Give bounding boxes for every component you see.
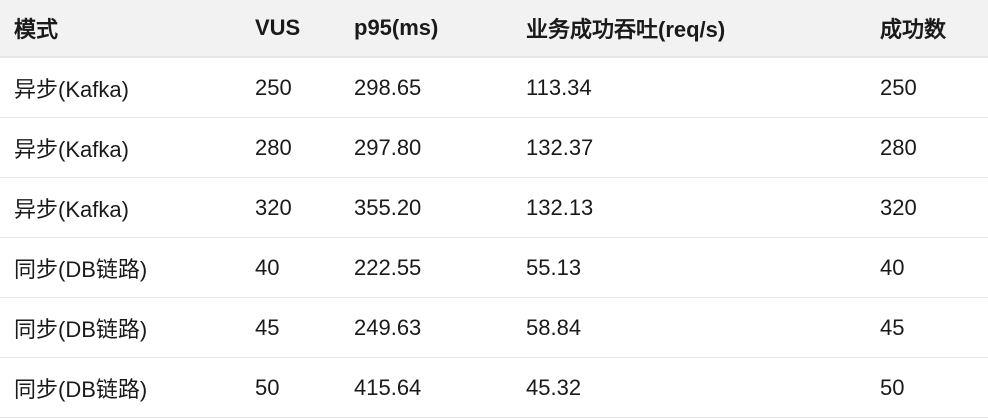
cell-mode: 同步(DB链路) (0, 237, 241, 298)
cell-mode: 同步(DB链路) (0, 357, 241, 418)
cell-success-count: 250 (866, 57, 988, 118)
header-success-count: 成功数 (866, 0, 988, 58)
table-row: 异步(Kafka) 280 297.80 132.37 280 (0, 117, 988, 178)
cell-vus: 40 (241, 237, 340, 298)
header-throughput: 业务成功吞吐(req/s) (512, 0, 866, 58)
header-mode: 模式 (0, 0, 241, 58)
cell-throughput: 132.13 (512, 177, 866, 238)
cell-mode: 异步(Kafka) (0, 57, 241, 118)
cell-p95: 222.55 (340, 237, 512, 298)
cell-throughput: 58.84 (512, 297, 866, 358)
header-row: 模式 VUS p95(ms) 业务成功吞吐(req/s) 成功数 (0, 0, 988, 58)
cell-mode: 同步(DB链路) (0, 297, 241, 358)
cell-vus: 50 (241, 357, 340, 418)
table-row: 同步(DB链路) 40 222.55 55.13 40 (0, 237, 988, 298)
header-vus: VUS (241, 0, 340, 58)
cell-throughput: 113.34 (512, 57, 866, 118)
cell-mode: 异步(Kafka) (0, 117, 241, 178)
cell-throughput: 132.37 (512, 117, 866, 178)
table-row: 同步(DB链路) 45 249.63 58.84 45 (0, 297, 988, 358)
table-row: 同步(DB链路) 50 415.64 45.32 50 (0, 357, 988, 418)
header-p95: p95(ms) (340, 0, 512, 58)
cell-success-count: 320 (866, 177, 988, 238)
table-row: 异步(Kafka) 250 298.65 113.34 250 (0, 57, 988, 118)
cell-vus: 280 (241, 117, 340, 178)
cell-success-count: 45 (866, 297, 988, 358)
cell-mode: 异步(Kafka) (0, 177, 241, 238)
cell-p95: 297.80 (340, 117, 512, 178)
cell-success-count: 50 (866, 357, 988, 418)
cell-p95: 415.64 (340, 357, 512, 418)
cell-p95: 355.20 (340, 177, 512, 238)
cell-throughput: 45.32 (512, 357, 866, 418)
cell-throughput: 55.13 (512, 237, 866, 298)
table-row: 异步(Kafka) 320 355.20 132.13 320 (0, 177, 988, 238)
cell-p95: 298.65 (340, 57, 512, 118)
cell-vus: 45 (241, 297, 340, 358)
cell-success-count: 40 (866, 237, 988, 298)
cell-vus: 250 (241, 57, 340, 118)
cell-p95: 249.63 (340, 297, 512, 358)
cell-success-count: 280 (866, 117, 988, 178)
cell-vus: 320 (241, 177, 340, 238)
